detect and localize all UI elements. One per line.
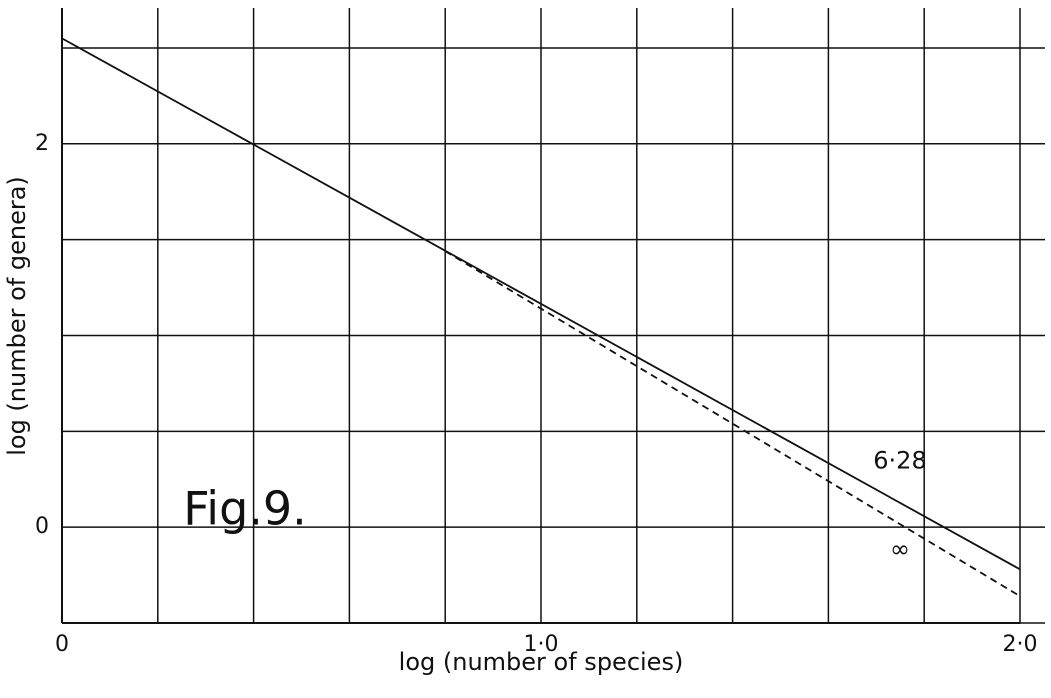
y-tick-label: 2 [35, 131, 49, 156]
x-tick-label: 1·0 [524, 632, 559, 657]
series-label: 6·28 [873, 446, 926, 474]
series-label: ∞ [890, 535, 910, 563]
series-line [61, 37, 1021, 571]
x-tick-label: 0 [55, 632, 69, 657]
x-axis-label: log (number of species) [399, 648, 684, 676]
y-tick-label: 0 [35, 514, 49, 539]
series-line [444, 250, 1021, 597]
y-axis-label: log (number of genera) [3, 176, 31, 456]
x-tick-label: 2·0 [1003, 632, 1038, 657]
